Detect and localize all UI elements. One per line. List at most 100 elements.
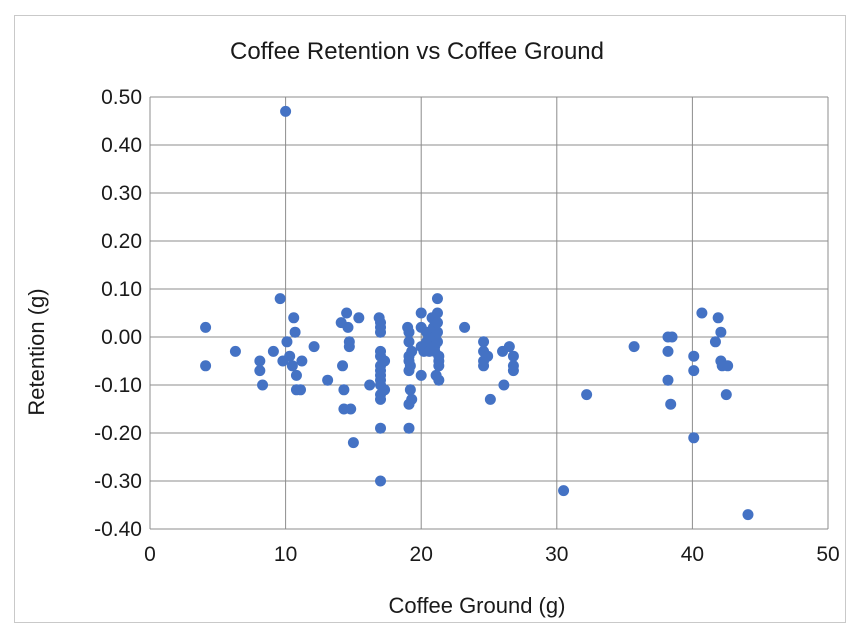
data-point	[200, 321, 212, 333]
y-tick-label: 0.30	[101, 182, 142, 205]
data-point	[431, 317, 443, 329]
data-point	[295, 384, 307, 396]
data-point	[507, 350, 519, 362]
x-tick-label: 0	[144, 543, 156, 566]
x-axis-title: Coffee Ground (g)	[389, 593, 566, 618]
data-point	[431, 293, 443, 305]
data-point	[281, 336, 293, 348]
data-point	[342, 321, 354, 333]
data-point	[375, 475, 387, 487]
data-point	[628, 341, 640, 353]
y-tick-label: 0.40	[101, 134, 142, 157]
y-tick-label: -0.10	[94, 374, 142, 397]
data-point	[286, 360, 298, 372]
data-point	[688, 432, 700, 444]
data-point	[406, 393, 418, 405]
data-point	[322, 374, 334, 386]
data-point	[375, 422, 387, 434]
chart-area: 0.50 0.40 0.30 0.20 0.10 0.00 -0.10 -0.20 -0.30 -…	[14, 15, 846, 623]
x-tick-label: 20	[410, 543, 433, 566]
data-point	[431, 326, 443, 338]
data-point	[347, 437, 359, 449]
data-point	[421, 336, 433, 348]
data-point	[403, 336, 415, 348]
data-point	[338, 384, 350, 396]
data-point	[337, 360, 349, 372]
data-point	[498, 379, 510, 391]
data-points	[200, 105, 754, 521]
data-point	[712, 312, 724, 324]
data-point	[290, 369, 302, 381]
y-tick-label: 0.50	[101, 86, 142, 109]
data-point	[267, 345, 279, 357]
data-point	[353, 312, 365, 324]
data-point	[478, 336, 490, 348]
chart-title: Coffee Retention vs Coffee Ground	[230, 38, 604, 65]
data-point	[379, 355, 391, 367]
data-point	[308, 341, 320, 353]
data-point	[257, 379, 269, 391]
data-point	[415, 307, 427, 319]
y-tick-label: -0.30	[94, 470, 142, 493]
data-point	[431, 336, 443, 348]
y-tick-label: -0.40	[94, 518, 142, 541]
data-point	[507, 365, 519, 377]
y-tick-label: -0.20	[94, 422, 142, 445]
gridlines	[149, 96, 829, 530]
data-point	[375, 326, 387, 338]
data-point	[742, 509, 754, 521]
data-point	[696, 307, 708, 319]
data-point	[688, 350, 700, 362]
x-tick-label: 50	[816, 543, 839, 566]
data-point	[433, 374, 445, 386]
data-point	[459, 321, 471, 333]
data-point	[284, 350, 296, 362]
data-point	[665, 398, 677, 410]
data-point	[431, 307, 443, 319]
y-tick-label: 0.20	[101, 230, 142, 253]
data-point	[484, 393, 496, 405]
data-point	[403, 326, 415, 338]
data-point	[280, 105, 292, 117]
data-point	[433, 360, 445, 372]
data-point	[364, 379, 376, 391]
data-point	[229, 345, 241, 357]
data-point	[341, 307, 353, 319]
x-tick-label: 10	[274, 543, 297, 566]
data-point	[289, 326, 301, 338]
data-point	[296, 355, 308, 367]
y-axis-title: Retention (g)	[24, 288, 49, 415]
data-point	[720, 389, 732, 401]
data-point	[345, 403, 357, 415]
data-point	[379, 384, 391, 396]
y-tick-label: 0.10	[101, 278, 142, 301]
data-point	[403, 422, 415, 434]
x-tick-label: 30	[545, 543, 568, 566]
data-point	[722, 360, 734, 372]
data-point	[662, 345, 674, 357]
scatter-chart: 0.50 0.40 0.30 0.20 0.10 0.00 -0.10 -0.20 -0.30 -…	[24, 38, 840, 618]
data-point	[581, 389, 593, 401]
data-point	[558, 485, 570, 497]
data-point	[709, 336, 721, 348]
data-point	[406, 345, 418, 357]
data-point	[254, 355, 266, 367]
data-point	[503, 341, 515, 353]
data-point	[478, 360, 490, 372]
data-point	[662, 374, 674, 386]
data-point	[666, 331, 678, 343]
data-point	[404, 384, 416, 396]
data-point	[415, 369, 427, 381]
data-point	[254, 365, 266, 377]
data-point	[404, 360, 416, 372]
data-point	[343, 341, 355, 353]
data-point	[715, 326, 727, 338]
data-point	[375, 393, 387, 405]
data-point	[482, 350, 494, 362]
data-point	[288, 312, 300, 324]
data-point	[200, 360, 212, 372]
data-point	[274, 293, 286, 305]
x-tick-label: 40	[681, 543, 704, 566]
tick-labels: 0.50 0.40 0.30 0.20 0.10 0.00 -0.10 -0.20 -0.30 -…	[94, 86, 840, 566]
y-tick-label: 0.00	[101, 326, 142, 349]
